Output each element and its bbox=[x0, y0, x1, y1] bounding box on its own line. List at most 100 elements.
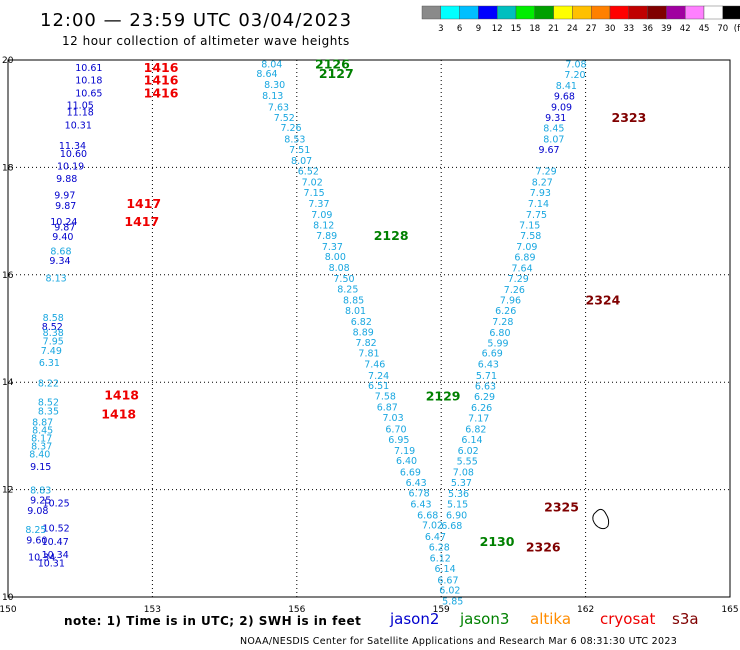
pass-number-label: 2323 bbox=[612, 110, 647, 125]
data-point-label: 7.17 bbox=[468, 414, 489, 425]
y-tick-label: 18 bbox=[2, 163, 14, 173]
data-point-label: 8.13 bbox=[262, 91, 283, 102]
data-point-label: 6.43 bbox=[410, 500, 431, 511]
pass-number-label: 1418 bbox=[101, 406, 136, 421]
data-point-label: 8.04 bbox=[261, 59, 282, 70]
data-point-label: 7.15 bbox=[304, 188, 325, 199]
footnote: note: 1) Time is in UTC; 2) SWH is in fe… bbox=[64, 614, 361, 628]
data-point-label: 10.61 bbox=[75, 63, 102, 74]
data-point-label: 6.87 bbox=[377, 402, 398, 413]
data-point-label: 9.15 bbox=[30, 462, 51, 473]
data-point-label: 6.43 bbox=[406, 478, 427, 489]
data-point-label: 8.01 bbox=[345, 306, 366, 317]
data-point-label: 9.68 bbox=[554, 92, 575, 103]
data-point-label: 5.55 bbox=[457, 457, 478, 468]
data-point-label: 8.58 bbox=[43, 313, 64, 324]
color-swatch bbox=[515, 5, 535, 20]
data-point-label: 6.14 bbox=[461, 435, 482, 446]
data-point-label: 7.63 bbox=[268, 102, 289, 113]
data-point-label: 11.18 bbox=[67, 108, 94, 119]
pass-number-label: 2325 bbox=[544, 499, 579, 514]
legend-cryosat: cryosat bbox=[600, 610, 655, 628]
data-point-label: 7.26 bbox=[280, 123, 301, 134]
data-point-label: 10.60 bbox=[60, 149, 87, 160]
color-scale-label: 42 bbox=[680, 24, 691, 34]
data-point-label: 6.70 bbox=[385, 424, 406, 435]
y-tick-label: 12 bbox=[2, 486, 13, 496]
data-point-label: 8.00 bbox=[325, 252, 346, 263]
data-point-label: 10.18 bbox=[75, 75, 102, 86]
data-point-label: 7.15 bbox=[519, 220, 540, 231]
color-scale-label: (ft) bbox=[734, 24, 740, 34]
data-point-label: 6.02 bbox=[458, 446, 479, 457]
pass-number-label: 1416 bbox=[144, 72, 179, 87]
data-point-label: 8.64 bbox=[256, 69, 277, 80]
data-point-label: 7.08 bbox=[453, 467, 474, 478]
data-point-label: 8.85 bbox=[343, 296, 364, 307]
data-point-label: 7.95 bbox=[43, 336, 64, 347]
color-swatch bbox=[722, 5, 740, 20]
data-point-label: 7.93 bbox=[530, 188, 551, 199]
data-point-label: 8.40 bbox=[29, 450, 50, 461]
data-point-label: 6.29 bbox=[474, 392, 495, 403]
x-tick-label: 162 bbox=[577, 605, 594, 615]
pass-number-label: 1416 bbox=[144, 60, 179, 75]
data-point-label: 8.12 bbox=[313, 220, 334, 231]
x-tick-label: 153 bbox=[144, 605, 161, 615]
pass-number-label: 2127 bbox=[319, 66, 354, 81]
legend-jason2: jason2 bbox=[389, 610, 439, 628]
y-tick-label: 20 bbox=[2, 56, 14, 66]
data-point-label: 6.69 bbox=[400, 467, 421, 478]
data-point-label: 7.37 bbox=[308, 199, 329, 210]
series-jason2_low: 8.688.138.588.387.957.496.318.228.528.35… bbox=[25, 247, 71, 547]
color-swatch bbox=[628, 5, 648, 20]
data-point-label: 7.75 bbox=[526, 210, 547, 221]
color-swatch bbox=[685, 5, 705, 20]
pass-number-label: 2324 bbox=[586, 293, 621, 308]
data-point-label: 8.13 bbox=[46, 274, 67, 285]
data-point-label: 10.19 bbox=[57, 161, 84, 172]
series-s3a: 7.087.208.419.689.099.318.458.079.677.29… bbox=[441, 59, 646, 554]
data-point-label: 7.20 bbox=[564, 70, 585, 81]
data-point-label: 5.99 bbox=[487, 339, 508, 350]
data-point-label: 7.89 bbox=[316, 231, 337, 242]
pass-number-label: 1416 bbox=[144, 85, 179, 100]
data-point-label: 8.25 bbox=[25, 525, 46, 536]
data-point-label: 6.26 bbox=[495, 306, 516, 317]
color-swatch bbox=[553, 5, 573, 20]
data-point-label: 6.12 bbox=[430, 553, 451, 564]
data-point-label: 6.40 bbox=[396, 456, 417, 467]
data-point-label: 6.14 bbox=[434, 564, 455, 575]
data-point-label: 6.02 bbox=[439, 586, 460, 597]
data-point-label: 6.31 bbox=[39, 358, 60, 369]
data-point-label: 7.26 bbox=[504, 285, 525, 296]
data-point-label: 6.69 bbox=[482, 349, 503, 360]
data-point-label: 7.29 bbox=[536, 167, 557, 178]
x-tick-label: 159 bbox=[433, 605, 450, 615]
data-point-label: 9.67 bbox=[538, 145, 559, 156]
legend-s3a: s3a bbox=[672, 610, 699, 628]
data-point-label: 8.52 bbox=[42, 322, 63, 333]
data-point-label: 7.19 bbox=[394, 446, 415, 457]
color-swatch bbox=[591, 5, 611, 20]
data-point-label: 8.68 bbox=[50, 247, 71, 258]
data-point-label: 8.83 bbox=[30, 486, 51, 497]
data-point-label: 6.80 bbox=[489, 328, 510, 339]
pass-number-label: 2130 bbox=[480, 534, 515, 549]
data-point-label: 8.27 bbox=[532, 177, 553, 188]
x-tick-label: 156 bbox=[288, 605, 305, 615]
color-scale-label: 24 bbox=[567, 24, 578, 34]
data-point-label: 9.34 bbox=[49, 256, 70, 267]
data-point-label: 5.37 bbox=[451, 478, 472, 489]
data-point-label: 8.89 bbox=[353, 327, 374, 338]
data-point-label: 9.87 bbox=[55, 201, 76, 212]
data-point-label: 10.34 bbox=[28, 552, 55, 563]
data-point-label: 7.81 bbox=[358, 349, 379, 360]
pass-number-label: 1418 bbox=[104, 388, 139, 403]
pass-number-label: 2326 bbox=[526, 540, 561, 555]
data-point-label: 9.88 bbox=[56, 174, 77, 185]
series-jason3: 8.048.648.308.137.637.527.268.537.518.07… bbox=[256, 56, 514, 607]
satellite-legend: jason2 jason3 altika cryosat s3a bbox=[389, 610, 699, 628]
